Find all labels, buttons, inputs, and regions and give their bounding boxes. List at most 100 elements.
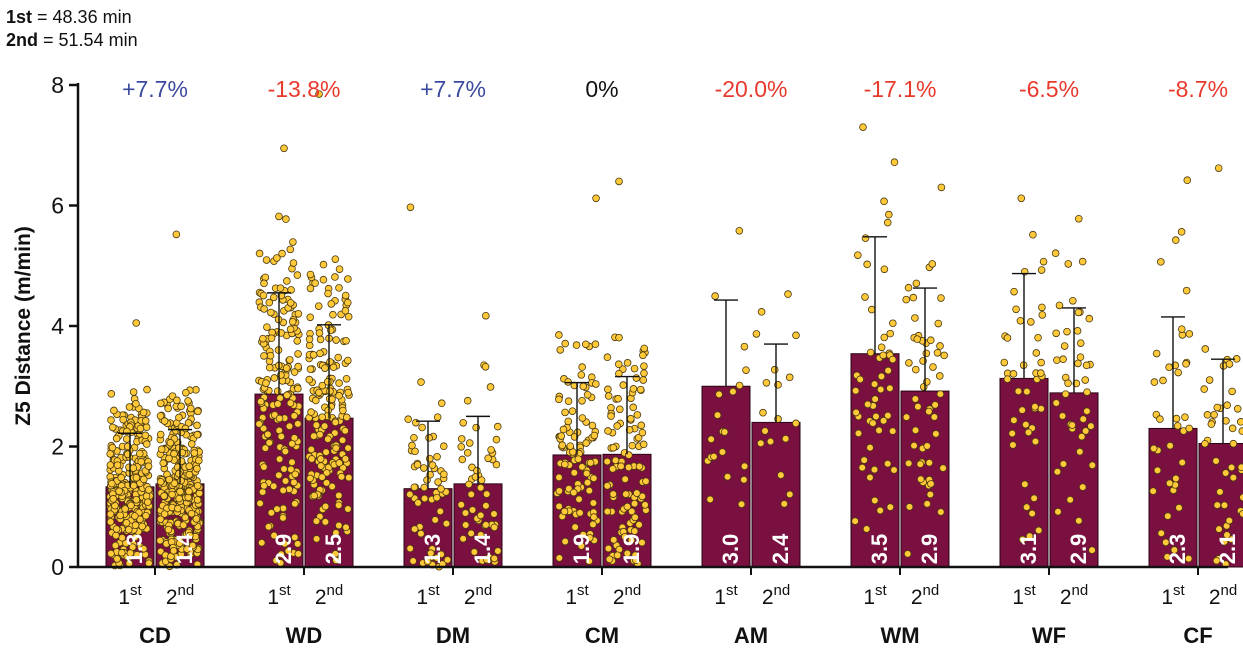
data-point — [332, 556, 340, 565]
data-point — [889, 319, 897, 328]
data-point — [916, 460, 925, 468]
data-point — [1074, 308, 1083, 317]
data-point — [766, 437, 775, 446]
data-point — [311, 396, 320, 405]
data-point — [290, 412, 299, 420]
data-point — [459, 418, 468, 427]
data-point — [1214, 164, 1223, 172]
data-point — [902, 295, 911, 304]
data-point — [1228, 387, 1236, 396]
data-point — [870, 380, 879, 388]
data-point — [258, 488, 267, 496]
data-point — [263, 430, 272, 439]
data-point — [312, 517, 321, 525]
data-point — [886, 384, 894, 393]
data-point — [274, 400, 282, 408]
data-point — [458, 455, 467, 464]
data-point — [723, 472, 732, 481]
data-point — [1175, 503, 1183, 512]
data-point — [341, 306, 350, 315]
bar-value-label: 3.5 — [867, 534, 892, 565]
data-point — [492, 435, 501, 444]
data-point — [482, 490, 491, 498]
y-tick-label: 6 — [51, 193, 64, 219]
data-point — [627, 536, 636, 544]
data-point — [604, 544, 613, 553]
data-point — [184, 397, 192, 405]
data-point — [335, 521, 343, 530]
data-point — [1207, 420, 1216, 428]
data-point — [457, 500, 466, 509]
data-point — [1088, 546, 1096, 554]
data-point — [932, 430, 940, 438]
points-layer — [106, 90, 1243, 571]
data-point — [1073, 327, 1082, 335]
data-point — [425, 434, 433, 442]
data-point — [904, 459, 913, 468]
data-point — [275, 414, 284, 423]
data-point — [740, 475, 748, 484]
data-point — [640, 369, 648, 378]
data-point — [621, 475, 629, 484]
bar-value-label: 2.1 — [1215, 534, 1240, 565]
data-point — [1172, 414, 1181, 423]
data-point — [761, 427, 769, 435]
data-point — [423, 557, 432, 566]
data-point — [603, 457, 612, 466]
data-point — [1034, 333, 1042, 342]
y-tick-label: 4 — [51, 313, 64, 339]
data-point — [852, 408, 860, 417]
data-point — [315, 388, 323, 397]
data-point — [112, 434, 121, 443]
data-point — [1159, 376, 1167, 385]
data-point — [555, 331, 563, 339]
data-point — [326, 358, 334, 366]
bar-value-label: 3.0 — [718, 534, 743, 565]
data-point — [637, 421, 646, 430]
data-point — [328, 482, 336, 491]
data-point — [1031, 402, 1039, 411]
data-point — [884, 411, 892, 420]
data-point — [1163, 553, 1172, 561]
data-point — [883, 218, 892, 227]
data-point — [344, 275, 352, 283]
change-annotation-wm: -17.1% — [864, 76, 937, 102]
data-point — [193, 496, 202, 504]
data-point — [740, 462, 749, 471]
data-point — [168, 490, 176, 499]
data-point — [866, 443, 874, 452]
data-point — [757, 308, 766, 316]
data-point — [294, 384, 302, 393]
data-point — [854, 429, 863, 438]
data-point — [175, 469, 183, 478]
data-point — [572, 341, 581, 349]
data-point — [884, 366, 892, 375]
data-point — [344, 505, 352, 513]
data-point — [1177, 325, 1186, 333]
data-point — [720, 428, 729, 436]
data-point — [177, 476, 185, 485]
data-point — [437, 399, 446, 408]
data-point — [1037, 404, 1045, 413]
data-point — [555, 554, 564, 562]
data-point — [156, 430, 165, 439]
data-point — [638, 428, 647, 437]
data-point — [335, 459, 344, 467]
data-point — [1157, 258, 1165, 266]
data-point — [785, 490, 794, 499]
data-point — [1063, 327, 1071, 336]
data-point — [329, 310, 337, 319]
data-point — [582, 469, 591, 478]
data-point — [288, 458, 296, 467]
data-point — [859, 123, 867, 131]
data-point — [463, 396, 472, 405]
data-point — [476, 483, 485, 492]
data-point — [172, 230, 181, 239]
data-point — [275, 471, 283, 480]
data-point — [285, 485, 293, 494]
data-point — [604, 427, 612, 435]
category-label-wd: WD — [286, 623, 323, 648]
data-point — [306, 270, 315, 279]
data-point — [913, 335, 922, 343]
